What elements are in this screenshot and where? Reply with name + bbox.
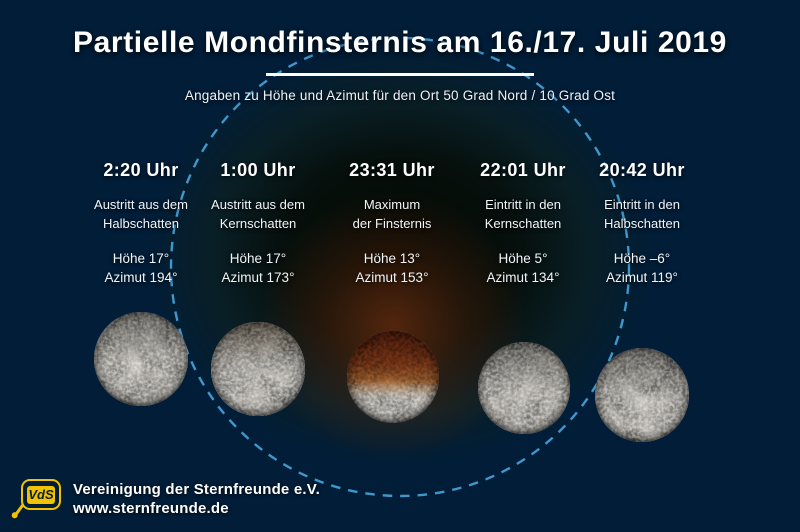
moon-exit-umbra — [211, 322, 305, 416]
event-azimuth: Azimut 153° — [355, 270, 429, 285]
event-column-enter-penumbra: 20:42 Uhr Eintritt in den Halbschatten H… — [567, 160, 717, 287]
event-azimuth: Azimut 173° — [221, 270, 295, 285]
event-description: Austritt aus dem Kernschatten — [183, 195, 333, 233]
event-description-line1: Eintritt in den — [485, 197, 561, 212]
event-description-line1: Maximum — [363, 197, 421, 212]
event-description: Maximum der Finsternis — [317, 195, 467, 233]
moon-rim-shadow — [211, 322, 305, 416]
moon-rim-shadow — [94, 312, 188, 406]
event-description-line2: Kernschatten — [219, 216, 297, 231]
event-column-maximum: 23:31 Uhr Maximum der Finsternis Höhe 13… — [317, 160, 467, 287]
website-url: www.sternfreunde.de — [73, 500, 229, 517]
event-time: 22:01 Uhr — [480, 160, 566, 180]
moon-rim-shadow — [595, 348, 689, 442]
event-time: 1:00 Uhr — [220, 160, 296, 180]
organization-name: Vereinigung der Sternfreunde e.V. — [73, 481, 320, 498]
event-position: Höhe 17° Azimut 194° — [66, 249, 216, 287]
event-description-line1: Austritt aus dem — [94, 197, 188, 212]
event-azimuth: Azimut 119° — [606, 270, 678, 285]
moon-rim-shadow — [347, 331, 439, 423]
moon-enter-umbra — [478, 342, 570, 434]
event-description-line2: Halbschatten — [103, 216, 179, 231]
event-azimuth: Azimut 194° — [104, 270, 178, 285]
event-altitude: Höhe 17° — [229, 251, 287, 266]
event-column-enter-umbra: 22:01 Uhr Eintritt in den Kernschatten H… — [448, 160, 598, 287]
moon-rim-shadow — [478, 342, 570, 434]
umbra-dashed-circle — [169, 36, 631, 498]
event-description-line1: Eintritt in den — [604, 197, 680, 212]
event-time: 23:31 Uhr — [349, 160, 435, 180]
moon-exit-penumbra — [94, 312, 188, 406]
event-description: Eintritt in den Kernschatten — [448, 195, 598, 233]
event-column-exit-umbra: 1:00 Uhr Austritt aus dem Kernschatten H… — [183, 160, 333, 287]
event-azimuth: Azimut 134° — [486, 270, 560, 285]
title-underline — [266, 73, 534, 76]
event-position: Höhe –6° Azimut 119° — [567, 249, 717, 287]
event-time: 2:20 Uhr — [103, 160, 179, 180]
event-description-line2: Kernschatten — [484, 216, 562, 231]
event-description-line2: Halbschatten — [604, 216, 680, 231]
event-time: 20:42 Uhr — [599, 160, 685, 180]
event-description: Austritt aus dem Halbschatten — [66, 195, 216, 233]
event-altitude: Höhe –6° — [613, 251, 671, 266]
event-column-exit-penumbra: 2:20 Uhr Austritt aus dem Halbschatten H… — [66, 160, 216, 287]
page-title: Partielle Mondfinsternis am 16./17. Juli… — [73, 26, 727, 59]
event-description-line2: der Finsternis — [352, 216, 432, 231]
vds-logo: VdS — [14, 479, 61, 516]
event-position: Höhe 5° Azimut 134° — [448, 249, 598, 287]
event-altitude: Höhe 17° — [112, 251, 170, 266]
moon-maximum-eclipse — [347, 331, 439, 423]
moon-enter-penumbra — [595, 348, 689, 442]
event-position: Höhe 13° Azimut 153° — [317, 249, 467, 287]
vds-logo-text: VdS — [27, 485, 55, 504]
event-position: Höhe 17° Azimut 173° — [183, 249, 333, 287]
event-description-line1: Austritt aus dem — [211, 197, 305, 212]
subtitle: Angaben zu Höhe und Azimut für den Ort 5… — [184, 88, 616, 103]
event-altitude: Höhe 5° — [498, 251, 548, 266]
event-description: Eintritt in den Halbschatten — [567, 195, 717, 233]
event-altitude: Höhe 13° — [363, 251, 421, 266]
